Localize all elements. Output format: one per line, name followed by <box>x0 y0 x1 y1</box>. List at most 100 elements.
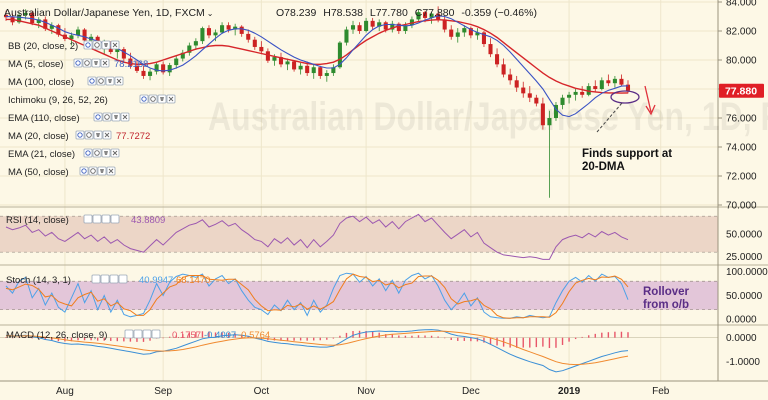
candle <box>612 75 617 88</box>
delete-icon <box>100 169 104 173</box>
macd-hist-bar <box>574 337 577 340</box>
pane-legend-button[interactable] <box>83 214 93 224</box>
indicator-button[interactable] <box>75 130 85 140</box>
candle-body <box>383 22 388 30</box>
candle-body <box>82 29 87 41</box>
rsi-legend-buttons[interactable] <box>83 214 120 224</box>
stoch-legend-buttons[interactable] <box>91 274 128 284</box>
indicator-button[interactable] <box>102 130 112 140</box>
indicator-button[interactable] <box>157 94 167 104</box>
indicator-button[interactable] <box>105 76 115 86</box>
price-pane[interactable] <box>0 0 718 207</box>
indicator-button-box <box>83 40 93 50</box>
pane-legend-button[interactable] <box>101 214 111 224</box>
macd-hist-bar <box>116 337 119 342</box>
indicator-button[interactable] <box>79 166 89 176</box>
indicator-button[interactable] <box>92 148 102 158</box>
candle <box>357 22 362 34</box>
pane-legend-button[interactable] <box>109 274 119 284</box>
macd-legend-buttons[interactable] <box>124 329 161 339</box>
price-axis[interactable]: 70.00072.00074.00076.00078.00080.00082.0… <box>718 0 768 368</box>
indicator-button[interactable] <box>73 58 83 68</box>
indicator-legend-row[interactable]: MA (5, close) 78.2168 <box>8 58 148 70</box>
indicator-legend-row[interactable]: MA (50, close) <box>8 166 116 178</box>
indicator-legend-row[interactable]: BB (20, close, 2) <box>8 40 120 52</box>
pane-legend-button[interactable] <box>92 214 102 224</box>
candle-body <box>128 58 133 66</box>
ma20-line <box>6 18 629 94</box>
candle-body <box>252 39 257 47</box>
time-axis[interactable]: Aug Sep Oct Nov Dec 2019 Feb <box>56 386 670 397</box>
indicator-button[interactable] <box>111 112 121 122</box>
macd-hist-bar <box>77 337 79 341</box>
indicator-button[interactable] <box>100 58 110 68</box>
macd-hist-bar <box>103 337 105 341</box>
macd-hist-bar <box>588 335 590 338</box>
indicator-button[interactable] <box>106 166 116 176</box>
indicator-button[interactable] <box>83 148 93 158</box>
indicator-legend-row[interactable]: Ichimoku (9, 26, 52, 26) <box>8 94 176 106</box>
indicator-button[interactable] <box>101 148 111 158</box>
macd-hist-bar <box>31 337 33 339</box>
indicator-legend-row[interactable]: EMA (21, close) <box>8 148 120 160</box>
pane-legend-button[interactable] <box>151 329 161 339</box>
pane-legend-button[interactable] <box>100 274 110 284</box>
indicator-button[interactable] <box>110 148 120 158</box>
candle <box>501 58 506 78</box>
candle <box>593 80 598 92</box>
pane-legend-button[interactable] <box>142 329 152 339</box>
indicator-button[interactable] <box>92 40 102 50</box>
candle-body <box>514 80 519 88</box>
gear-icon <box>94 150 100 156</box>
macd-hist-bar <box>182 334 184 338</box>
indicator-button[interactable] <box>96 76 106 86</box>
indicator-button[interactable] <box>139 94 149 104</box>
indicator-button[interactable] <box>93 130 103 140</box>
indicator-legend-row[interactable]: MA (20, close) 77.7272 <box>8 130 150 142</box>
indicator-button[interactable] <box>91 58 101 68</box>
macd-hist-bar <box>437 336 439 338</box>
chevron-down-icon[interactable]: ⌄ <box>207 9 214 18</box>
indicator-button[interactable] <box>114 76 124 86</box>
macd-hist-bar <box>5 337 7 338</box>
indicator-button[interactable] <box>88 166 98 176</box>
candle-body <box>501 64 506 75</box>
indicator-button[interactable] <box>166 94 176 104</box>
indicator-button[interactable] <box>87 76 97 86</box>
candle-body <box>612 78 617 84</box>
indicator-label: BB (20, close, 2) <box>8 41 78 52</box>
pane-legend-button[interactable] <box>110 214 120 224</box>
candle-body <box>121 49 126 59</box>
candle <box>527 86 532 103</box>
price-tick-label: 76.000 <box>726 114 757 125</box>
candle-body <box>625 84 631 91</box>
macd-hist-bar <box>430 335 433 338</box>
pane-legend-button[interactable] <box>133 329 143 339</box>
pane-legend-button[interactable] <box>91 274 101 284</box>
indicator-button[interactable] <box>101 40 111 50</box>
symbol-title[interactable]: Australian Dollar/Japanese Yen, 1D, FXCM… <box>4 7 213 19</box>
candle-body <box>3 15 9 18</box>
indicator-button[interactable] <box>148 94 158 104</box>
indicator-button[interactable] <box>102 112 112 122</box>
indicator-button[interactable] <box>120 112 130 122</box>
pane-legend-button[interactable] <box>118 274 128 284</box>
indicator-button[interactable] <box>110 40 120 50</box>
indicator-button[interactable] <box>83 40 93 50</box>
pane-legend-button[interactable] <box>124 329 134 339</box>
candle-body <box>495 54 500 65</box>
candle-body <box>285 61 290 65</box>
indicator-legend-row[interactable]: EMA (110, close) <box>8 112 130 124</box>
indicator-button[interactable] <box>84 130 94 140</box>
indicator-button[interactable] <box>82 58 92 68</box>
indicator-button[interactable] <box>97 166 107 176</box>
candle-body <box>206 28 211 36</box>
indicator-label: MA (20, close) <box>8 131 69 142</box>
indicator-button[interactable] <box>93 112 103 122</box>
candle-body <box>220 25 225 33</box>
candle-body <box>305 65 310 74</box>
indicator-legend-row[interactable]: MA (100, close) <box>8 76 124 88</box>
candle <box>206 25 211 39</box>
pane-legend-button-box <box>118 274 128 284</box>
